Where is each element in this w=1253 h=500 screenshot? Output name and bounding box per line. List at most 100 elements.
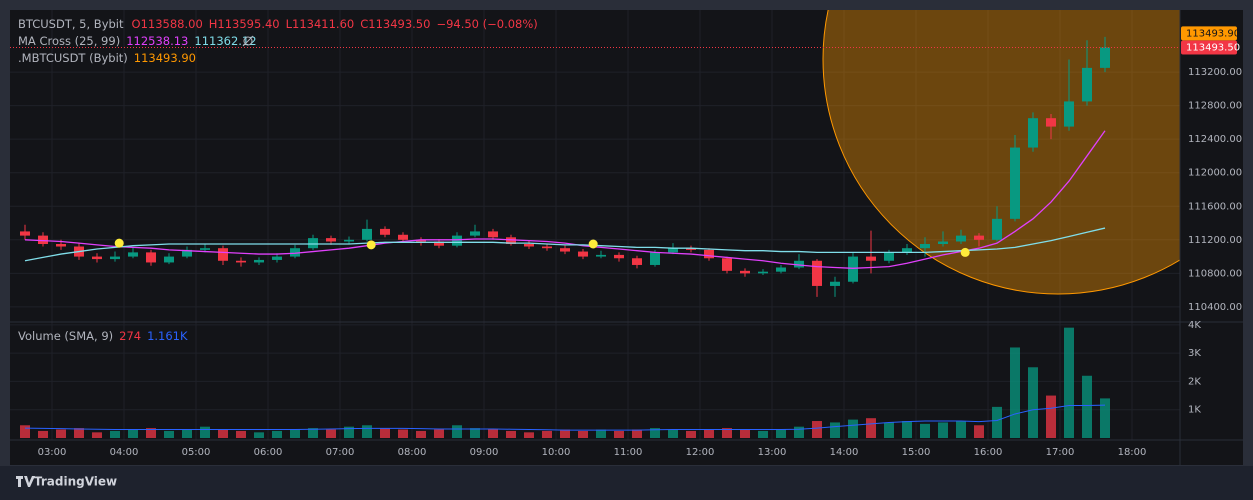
y-tick-label: 110800.00 bbox=[1188, 268, 1242, 279]
volume-bar bbox=[578, 430, 588, 438]
volume-bar bbox=[974, 425, 984, 438]
volume-bar bbox=[416, 430, 426, 438]
volume-bar bbox=[1100, 398, 1110, 438]
change: −94.50 (−0.08%) bbox=[436, 17, 537, 31]
candle-body bbox=[146, 252, 156, 263]
candle-body bbox=[848, 256, 858, 282]
x-tick-label: 11:00 bbox=[614, 447, 643, 458]
candle-body bbox=[434, 241, 444, 246]
ohlc-close: C113493.50 bbox=[360, 17, 430, 31]
x-tick-label: 15:00 bbox=[902, 447, 931, 458]
ohlc-low: L113411.60 bbox=[286, 17, 355, 31]
candle-body bbox=[290, 248, 300, 257]
candle-body bbox=[524, 244, 534, 247]
candle-body bbox=[1082, 67, 1092, 102]
volume-bar bbox=[938, 422, 948, 438]
volume-tick-label: 3K bbox=[1188, 348, 1201, 359]
candle-body bbox=[164, 256, 174, 263]
volume-sma-value: 1.161K bbox=[147, 329, 188, 343]
candle-body bbox=[182, 249, 192, 257]
volume-bar bbox=[668, 429, 678, 438]
x-tick-label: 09:00 bbox=[470, 447, 499, 458]
volume-bar bbox=[506, 430, 516, 438]
volume-bar bbox=[902, 421, 912, 438]
candle-body bbox=[128, 252, 138, 257]
candle-body bbox=[614, 254, 624, 259]
candle-body bbox=[20, 231, 30, 236]
volume-bar bbox=[956, 421, 966, 438]
volume-bar bbox=[884, 422, 894, 438]
candle-body bbox=[200, 248, 210, 250]
x-tick-label: 03:00 bbox=[38, 447, 67, 458]
ma-fast: 112538.13 bbox=[126, 34, 188, 48]
volume-bar bbox=[758, 430, 768, 438]
brand-logo[interactable] bbox=[16, 476, 35, 487]
brand[interactable]: TradingView bbox=[34, 475, 117, 489]
volume-bar bbox=[74, 428, 84, 438]
hide-icon[interactable] bbox=[242, 35, 254, 47]
candle-body bbox=[56, 244, 66, 247]
volume-bar bbox=[56, 429, 66, 438]
candle-body bbox=[992, 218, 1002, 240]
candle-body bbox=[542, 246, 552, 249]
index-title: .MBTCUSDT (Bybit) bbox=[18, 51, 128, 65]
volume-bar bbox=[164, 430, 174, 438]
candle-body bbox=[380, 228, 390, 235]
volume-bar bbox=[344, 426, 354, 438]
volume-bar bbox=[146, 428, 156, 438]
x-tick-label: 14:00 bbox=[830, 447, 859, 458]
candle-body bbox=[416, 239, 426, 242]
cross-marker bbox=[366, 240, 376, 250]
candle-body bbox=[794, 260, 804, 268]
volume-bar bbox=[218, 429, 228, 438]
volume-bar bbox=[92, 432, 102, 438]
candle-body bbox=[758, 271, 768, 274]
candle-body bbox=[956, 235, 966, 242]
ma-line bbox=[24, 130, 1106, 269]
y-tick-label: 112400.00 bbox=[1188, 134, 1242, 145]
volume-tick-label: 2K bbox=[1188, 376, 1201, 387]
x-tick-label: 07:00 bbox=[326, 447, 355, 458]
index-value: 113493.90 bbox=[134, 51, 196, 65]
candle-body bbox=[830, 281, 840, 286]
candle-body bbox=[812, 260, 822, 286]
volume-bar bbox=[1082, 375, 1092, 438]
volume-value: 274 bbox=[119, 329, 141, 343]
ohlc-high: H113595.40 bbox=[209, 17, 280, 31]
footer bbox=[0, 466, 1253, 500]
y-tick-label: 110400.00 bbox=[1188, 302, 1242, 313]
price-label: 113493.90 bbox=[1186, 28, 1240, 39]
candle-body bbox=[326, 238, 336, 242]
volume-title: Volume (SMA, 9) bbox=[18, 329, 113, 343]
candle-body bbox=[866, 256, 876, 261]
grid bbox=[10, 10, 1180, 440]
candle-body bbox=[272, 256, 282, 260]
volume-bar bbox=[830, 422, 840, 438]
volume-bar bbox=[650, 428, 660, 438]
volume-bar bbox=[362, 425, 372, 438]
candle-body bbox=[1010, 147, 1020, 219]
cross-marker bbox=[960, 247, 970, 257]
candle-body bbox=[452, 235, 462, 246]
candle-body bbox=[650, 252, 660, 265]
volume-bar bbox=[722, 428, 732, 438]
volume-bar bbox=[38, 430, 48, 438]
cross-marker bbox=[114, 238, 124, 248]
volume-bar bbox=[182, 429, 192, 438]
price-label-box bbox=[1181, 40, 1237, 55]
candle-body bbox=[1046, 118, 1056, 127]
index-line: .MBTCUSDT (Bybit) 113493.90 bbox=[18, 51, 196, 65]
y-tick-label: 112000.00 bbox=[1188, 168, 1242, 179]
candle-body bbox=[362, 228, 372, 240]
candle-body bbox=[110, 256, 120, 260]
candle-body bbox=[236, 260, 246, 263]
candle-body bbox=[974, 235, 984, 240]
volume-bar bbox=[398, 429, 408, 438]
candle-body bbox=[722, 258, 732, 271]
volume-bar bbox=[488, 429, 498, 438]
candle-body bbox=[920, 244, 930, 249]
candle-body bbox=[596, 254, 606, 257]
candle-body bbox=[938, 241, 948, 244]
volume-bar bbox=[308, 428, 318, 438]
